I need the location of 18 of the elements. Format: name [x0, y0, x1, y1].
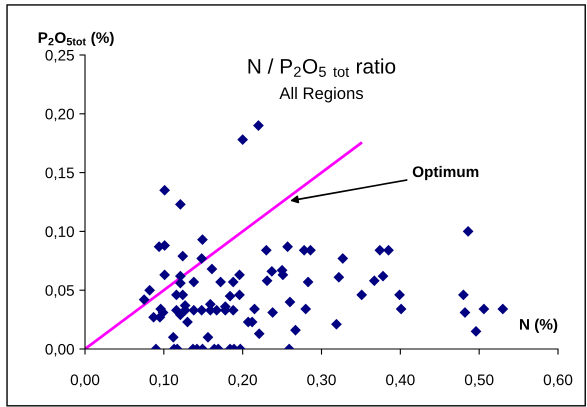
y-tick-label: 0,10 — [45, 226, 74, 239]
x-tick-label: 0,20 — [228, 374, 257, 388]
annotation: Optimum — [412, 166, 478, 180]
y-tick-label: 0,15 — [45, 167, 74, 180]
x-tick-label: 0,40 — [386, 374, 415, 388]
x-tick-label: 0,00 — [70, 374, 100, 388]
x-tick-label: 0,30 — [307, 374, 336, 388]
y-tick-label: 0,20 — [45, 108, 74, 122]
x-tick-label: 0,50 — [464, 374, 494, 388]
x-tick-label: 0,10 — [150, 374, 178, 388]
x-axis-title: N (%) — [520, 318, 558, 333]
text: All Regions — [279, 86, 364, 102]
y-tick-label: 0,00 — [45, 344, 74, 356]
y-tick-label: 0,05 — [45, 285, 74, 298]
chart-title: N / P$_{2}$O$_{5 tot}$ ratio — [248, 58, 396, 77]
x-tick-label: 0,60 — [544, 374, 572, 388]
y-tick-label: 0,25 — [45, 50, 74, 62]
y-axis-title: P$_{2}$O$_{5tot}$ (%) — [38, 32, 114, 46]
